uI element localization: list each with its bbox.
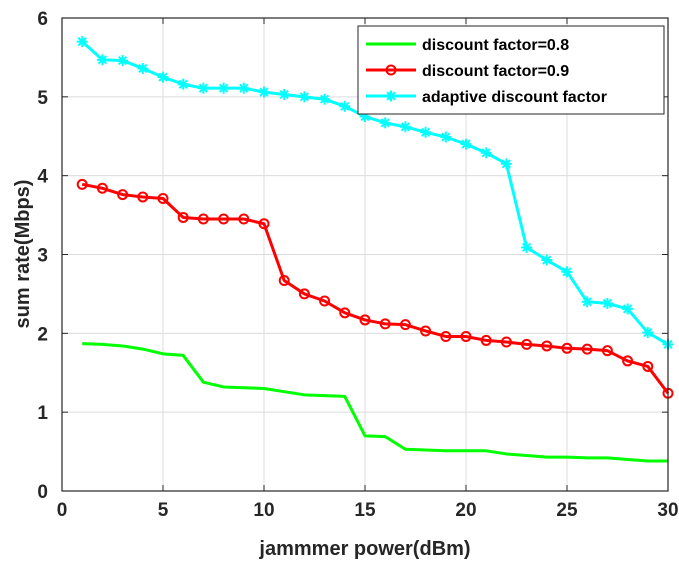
data-point bbox=[218, 82, 230, 94]
x-tick-label: 5 bbox=[158, 500, 169, 521]
data-point bbox=[197, 213, 209, 225]
data-point bbox=[399, 121, 411, 133]
data-point bbox=[561, 342, 573, 354]
data-point bbox=[238, 82, 250, 94]
data-point bbox=[521, 241, 533, 253]
x-tick-label: 20 bbox=[455, 500, 476, 521]
data-point bbox=[642, 360, 654, 372]
data-point bbox=[238, 213, 250, 225]
data-point bbox=[622, 355, 634, 367]
data-point bbox=[420, 325, 432, 337]
data-point bbox=[601, 297, 613, 309]
data-point bbox=[177, 211, 189, 223]
y-tick-label: 4 bbox=[37, 167, 48, 188]
data-point bbox=[480, 334, 492, 346]
data-point bbox=[278, 275, 290, 287]
y-tick-label: 0 bbox=[37, 482, 48, 503]
data-point bbox=[298, 91, 310, 103]
data-point bbox=[319, 93, 331, 105]
data-point bbox=[460, 138, 472, 150]
data-point bbox=[521, 338, 533, 350]
legend-entry: adaptive discount factor bbox=[366, 89, 607, 106]
x-axis-label: jammmer power(dBm) bbox=[258, 538, 470, 560]
data-point bbox=[581, 296, 593, 308]
data-point bbox=[117, 189, 129, 201]
axis-ticks: 0 5 10 15 20 25 30 0 1 2 3 4 5 6 bbox=[37, 9, 678, 521]
y-tick-label: 2 bbox=[37, 324, 48, 345]
y-tick-label: 5 bbox=[37, 88, 48, 109]
legend-marker bbox=[385, 64, 397, 76]
x-tick-label: 30 bbox=[657, 500, 678, 521]
data-point bbox=[541, 340, 553, 352]
x-tick-label: 15 bbox=[354, 500, 376, 521]
data-point bbox=[157, 193, 169, 205]
data-point bbox=[460, 330, 472, 342]
data-point bbox=[601, 345, 613, 357]
data-point bbox=[359, 314, 371, 326]
data-point bbox=[480, 147, 492, 159]
data-point bbox=[76, 178, 88, 190]
data-point bbox=[218, 213, 230, 225]
legend-label: discount factor=0.8 bbox=[422, 37, 569, 54]
data-point bbox=[319, 295, 331, 307]
y-axis-label: sum rate(Mbps) bbox=[12, 180, 34, 329]
series-3 bbox=[76, 36, 674, 350]
data-point bbox=[96, 54, 108, 66]
data-point bbox=[278, 88, 290, 100]
data-point bbox=[541, 254, 553, 266]
data-point bbox=[642, 327, 654, 339]
data-point bbox=[440, 330, 452, 342]
legend-label: discount factor=0.9 bbox=[422, 63, 569, 80]
data-point bbox=[440, 131, 452, 143]
x-tick-label: 0 bbox=[57, 500, 68, 521]
legend-entry: discount factor=0.8 bbox=[366, 37, 569, 54]
series-2 bbox=[76, 178, 674, 399]
series-1 bbox=[82, 342, 668, 463]
series-line bbox=[81, 40, 669, 346]
data-point bbox=[117, 55, 129, 67]
data-point bbox=[157, 71, 169, 83]
x-tick-label: 25 bbox=[556, 500, 578, 521]
y-tick-label: 6 bbox=[37, 9, 48, 30]
data-point bbox=[500, 158, 512, 170]
data-point bbox=[622, 303, 634, 315]
data-point bbox=[500, 336, 512, 348]
data-point bbox=[137, 62, 149, 74]
series-line bbox=[82, 342, 668, 463]
data-point bbox=[76, 36, 88, 48]
x-tick-label: 10 bbox=[253, 500, 274, 521]
data-point bbox=[379, 117, 391, 129]
legend-marker bbox=[385, 90, 397, 102]
data-point bbox=[581, 343, 593, 355]
series-layer bbox=[76, 36, 674, 463]
data-point bbox=[258, 218, 270, 230]
data-point bbox=[561, 266, 573, 278]
data-point bbox=[258, 86, 270, 98]
y-tick-label: 1 bbox=[37, 403, 48, 424]
data-point bbox=[177, 78, 189, 90]
legend-label: adaptive discount factor bbox=[422, 89, 607, 106]
legend: discount factor=0.8 discount factor=0.9 ad… bbox=[357, 25, 665, 115]
data-point bbox=[339, 307, 351, 319]
data-point bbox=[339, 100, 351, 112]
data-point bbox=[379, 318, 391, 330]
y-tick-label: 3 bbox=[37, 246, 48, 267]
data-point bbox=[298, 288, 310, 300]
data-point bbox=[137, 191, 149, 203]
data-point bbox=[96, 182, 108, 194]
data-point bbox=[420, 126, 432, 138]
data-point bbox=[399, 319, 411, 331]
data-point bbox=[197, 82, 209, 94]
legend-entry: discount factor=0.9 bbox=[366, 63, 569, 80]
